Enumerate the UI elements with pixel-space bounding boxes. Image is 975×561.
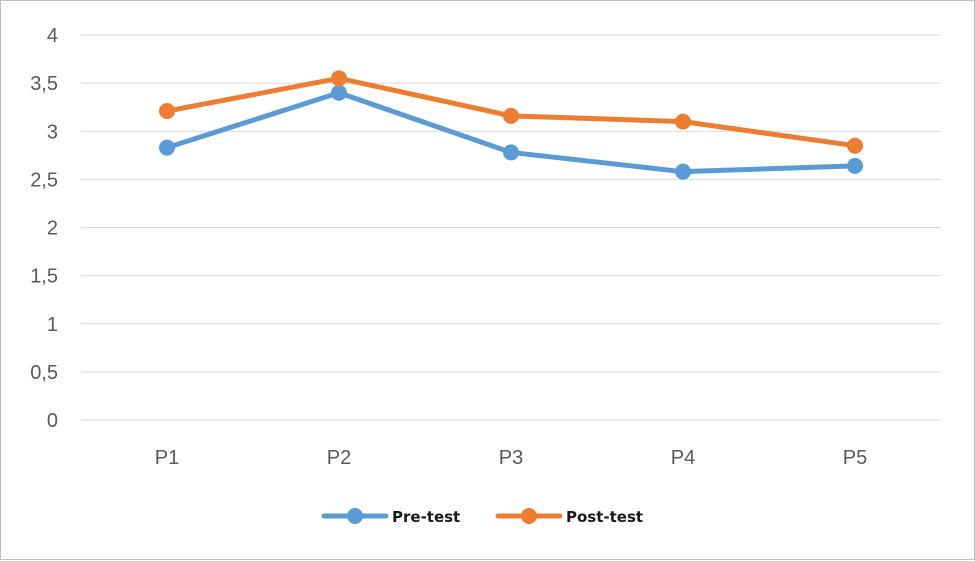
data-point-post-test	[503, 107, 519, 124]
series-pre-test	[159, 84, 863, 180]
y-tick-label: 3,5	[30, 73, 58, 95]
data-point-pre-test	[331, 84, 347, 101]
y-tick-label: 4	[47, 25, 58, 47]
data-point-pre-test	[675, 163, 691, 180]
x-tick-label: P4	[671, 447, 695, 469]
data-point-post-test	[159, 103, 175, 120]
legend-entry-pre-test: Pre-test	[321, 508, 460, 526]
y-tick-label: 1,5	[30, 266, 58, 288]
y-tick-label: 0	[47, 410, 58, 432]
y-tick-label: 0,5	[30, 362, 58, 384]
series-layer	[159, 70, 863, 180]
y-axis-ticks: 0 0,5 1 1,5 2 2,5 3 3,5 4	[30, 25, 58, 432]
data-point-pre-test	[159, 139, 175, 156]
data-point-post-test	[847, 137, 863, 154]
data-point-post-test	[675, 113, 691, 130]
legend-label: Pre-test	[392, 508, 460, 526]
legend-entry-post-test: Post-test	[495, 508, 643, 526]
legend-label: Post-test	[566, 508, 643, 526]
x-axis-ticks: P1 P2 P3 P4 P5	[155, 447, 867, 469]
data-point-pre-test	[503, 144, 519, 161]
x-tick-label: P5	[843, 447, 867, 469]
x-tick-label: P3	[499, 447, 523, 469]
legend-swatch-marker	[347, 508, 363, 524]
y-tick-label: 1	[47, 314, 58, 336]
y-tick-label: 3	[47, 121, 58, 143]
x-tick-label: P2	[327, 447, 351, 469]
series-post-test	[159, 70, 863, 154]
legend-swatch-marker	[521, 508, 537, 524]
data-point-pre-test	[847, 157, 863, 174]
x-tick-label: P1	[155, 447, 179, 469]
y-tick-label: 2,5	[30, 169, 58, 191]
data-point-post-test	[331, 70, 347, 87]
gridlines	[81, 34, 941, 421]
legend: Pre-test Post-test	[321, 508, 643, 526]
y-tick-label: 2	[47, 218, 58, 240]
